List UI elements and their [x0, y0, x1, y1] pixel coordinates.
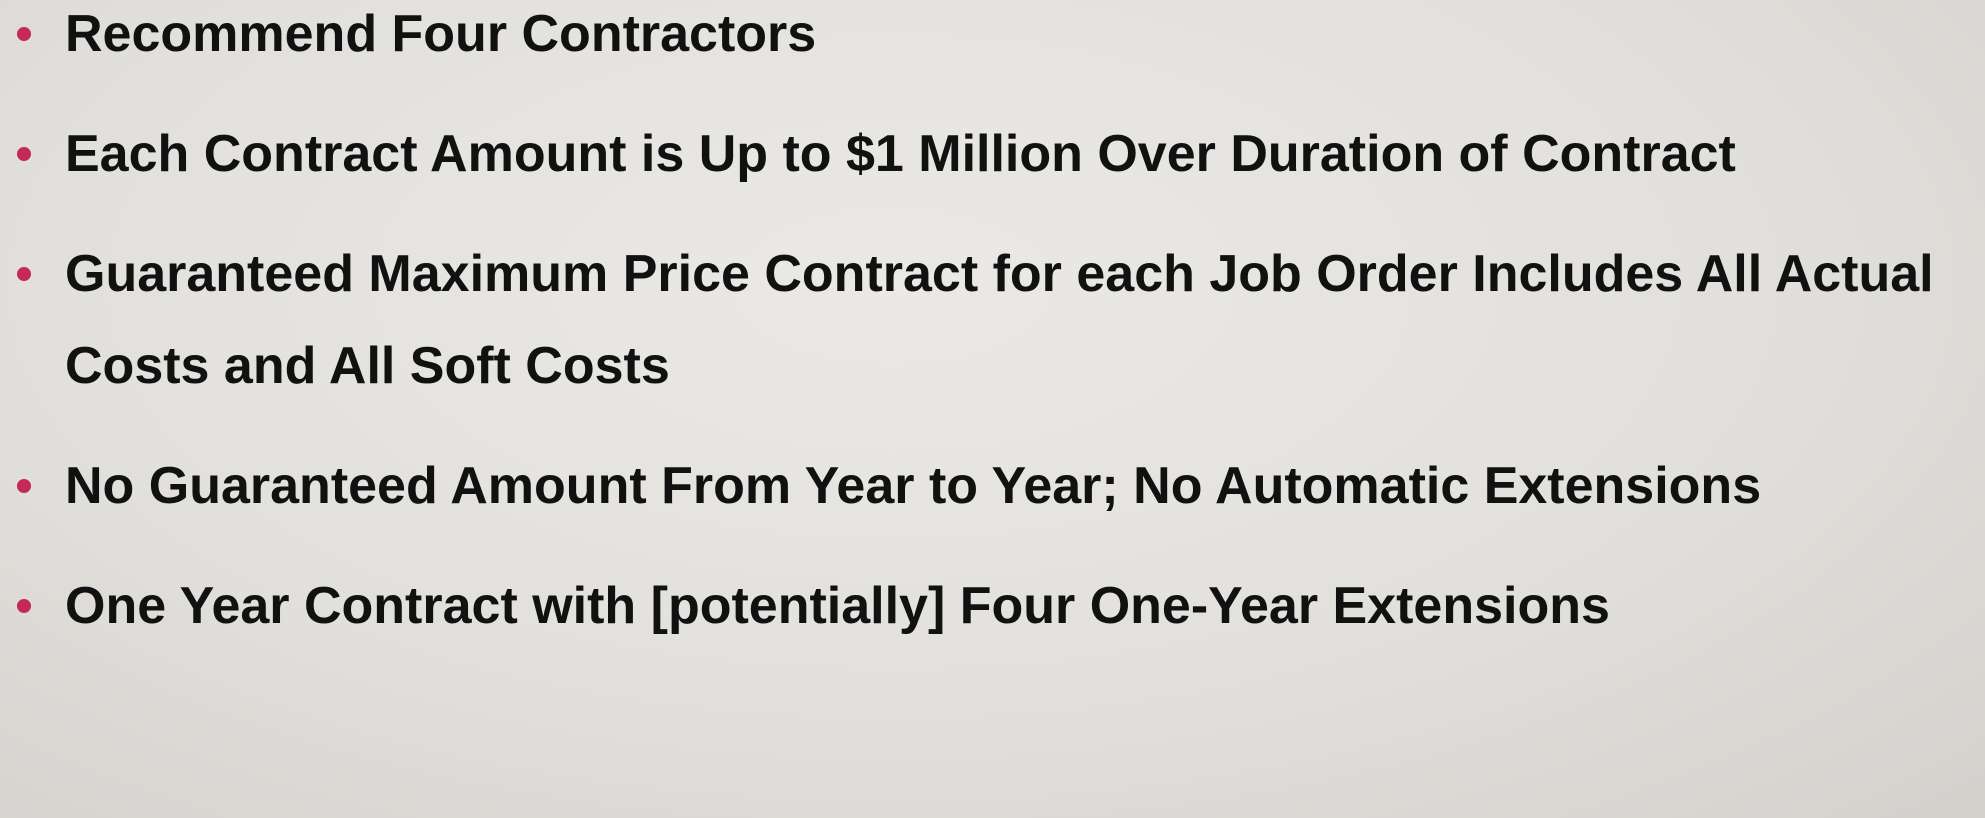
bullet-text: No Guaranteed Amount From Year to Year; …	[65, 457, 1762, 515]
bullet-text: Recommend Four Contractors	[65, 5, 817, 63]
bullet-text: One Year Contract with [potentially] Fou…	[65, 577, 1610, 635]
bullet-item: Recommend Four Contractors	[0, 0, 1960, 80]
bullet-dot	[17, 479, 31, 493]
bullet-dot	[17, 27, 31, 41]
bullet-list: Recommend Four Contractors Each Contract …	[0, 0, 1960, 652]
bullet-dot	[17, 599, 31, 613]
bullet-item: No Guaranteed Amount From Year to Year; …	[0, 440, 1960, 532]
bullet-item: One Year Contract with [potentially] Fou…	[0, 560, 1960, 652]
bullet-dot	[17, 267, 31, 281]
bullet-text: Guaranteed Maximum Price Contract for ea…	[65, 245, 1934, 395]
bullet-item: Guaranteed Maximum Price Contract for ea…	[0, 228, 1960, 412]
bullet-item: Each Contract Amount is Up to $1 Million…	[0, 108, 1960, 200]
bullet-dot	[17, 147, 31, 161]
bullet-text: Each Contract Amount is Up to $1 Million…	[65, 125, 1736, 183]
